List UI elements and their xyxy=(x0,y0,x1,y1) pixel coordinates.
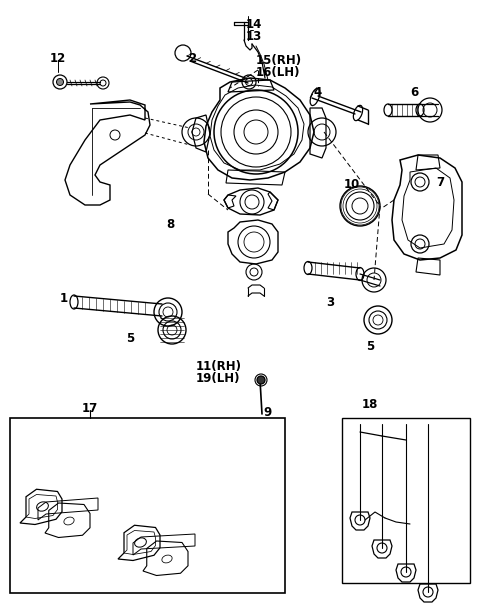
Text: 6: 6 xyxy=(410,86,418,99)
Text: 13: 13 xyxy=(246,30,262,43)
Text: 12: 12 xyxy=(50,52,66,65)
Text: 17: 17 xyxy=(82,402,98,415)
Bar xyxy=(342,418,470,583)
Text: 8: 8 xyxy=(166,218,174,231)
Circle shape xyxy=(257,376,265,384)
Text: 14: 14 xyxy=(246,18,263,31)
Text: 15(RH): 15(RH) xyxy=(256,54,302,67)
Text: 19(LH): 19(LH) xyxy=(196,372,240,385)
Text: 2: 2 xyxy=(188,52,196,65)
Text: 5: 5 xyxy=(366,340,374,353)
Text: 7: 7 xyxy=(436,176,444,189)
Text: 18: 18 xyxy=(362,398,378,411)
Circle shape xyxy=(57,78,63,86)
Text: 3: 3 xyxy=(326,296,334,309)
Text: 4: 4 xyxy=(314,86,322,99)
Text: 9: 9 xyxy=(264,406,272,419)
Text: 10: 10 xyxy=(344,178,360,191)
Text: 1: 1 xyxy=(60,292,68,305)
Bar xyxy=(10,418,285,593)
Text: 16(LH): 16(LH) xyxy=(256,66,300,79)
Text: 5: 5 xyxy=(126,332,134,345)
Text: 11(RH): 11(RH) xyxy=(196,360,242,373)
